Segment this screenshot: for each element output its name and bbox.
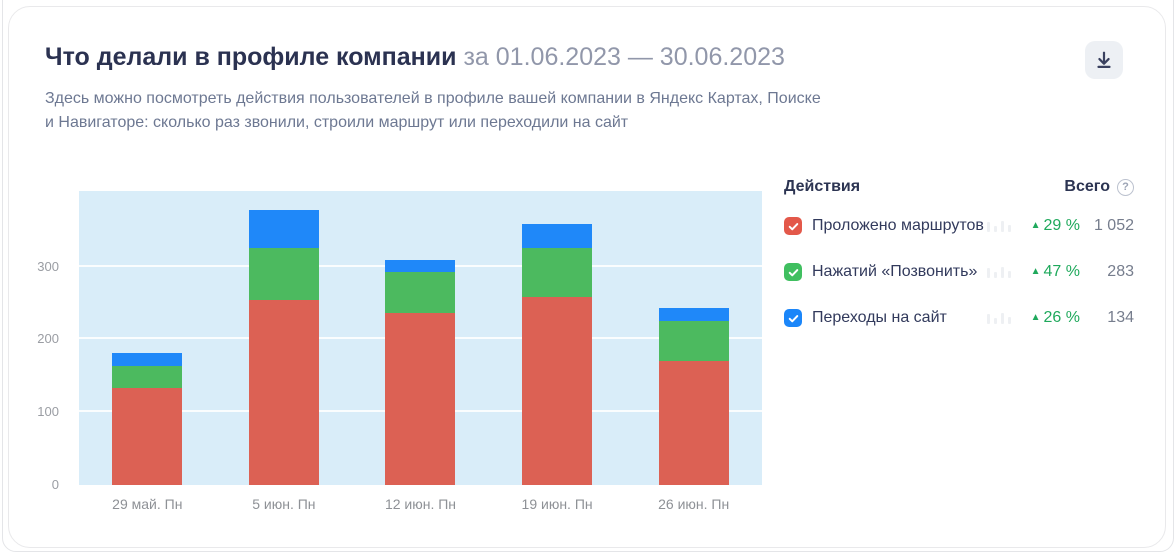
- mini-sparkline: [986, 266, 1011, 278]
- stacked-bar-2[interactable]: [248, 209, 319, 485]
- y-tick-label-0: 0: [51, 477, 59, 492]
- sparkline-bar: [1000, 312, 1004, 324]
- sparkline-bar: [986, 221, 990, 232]
- legend-label: Проложено маршрутов: [812, 217, 984, 234]
- checkmark-icon: [788, 314, 798, 322]
- legend-row-2[interactable]: Нажатий «Позвонить» ▲ 47 % 283: [784, 262, 1134, 282]
- bar-segment: [522, 247, 593, 298]
- subtitle-line-1: Здесь можно посмотреть действия пользова…: [45, 90, 821, 107]
- bar-segment: [248, 247, 319, 301]
- bar-segment: [658, 320, 729, 361]
- mini-sparkline: [986, 220, 1011, 232]
- download-button[interactable]: [1085, 41, 1123, 79]
- stacked-bar-5[interactable]: [658, 308, 729, 485]
- bar-segment: [112, 353, 183, 366]
- bar-column-5: [625, 191, 762, 485]
- bar-segment: [522, 224, 593, 248]
- x-tick-label-1: 29 май. Пн: [112, 496, 183, 512]
- bar-column-2: [216, 191, 353, 485]
- total-value: 1 052: [1093, 217, 1134, 234]
- trend-up-icon: ▲: [1030, 266, 1041, 277]
- sparkline-bar: [1000, 266, 1004, 278]
- total-value: 134: [1107, 309, 1134, 326]
- stacked-bar-1[interactable]: [112, 353, 183, 485]
- x-tick-label-2: 5 июн. Пн: [252, 496, 316, 512]
- company-profile-activity-card: Что делали в профиле компании за 01.06.2…: [8, 6, 1166, 548]
- mini-sparkline: [986, 312, 1011, 324]
- sparkline-bar: [993, 225, 997, 232]
- bar-segment: [112, 365, 183, 389]
- legend-rows: Проложено маршрутов ▲ 29 % 1 052 Нажатий «По…: [784, 216, 1134, 328]
- bar-segment: [522, 297, 593, 485]
- x-tick-label-3: 12 июн. Пн: [384, 496, 457, 512]
- trend-percent: ▲ 29 %: [1030, 217, 1080, 234]
- series-checkbox-1[interactable]: [784, 217, 802, 235]
- chart-plot-area: [79, 191, 762, 485]
- legend-header: Действия Всего ?: [784, 177, 1134, 197]
- download-icon: [1097, 51, 1111, 68]
- sparkline-bar: [1007, 224, 1011, 232]
- checkmark-icon: [788, 222, 798, 230]
- stacked-bar-3[interactable]: [385, 260, 456, 485]
- bar-segment: [112, 388, 183, 485]
- y-axis: 0 100 200 300: [19, 191, 69, 492]
- bar-segment: [658, 360, 729, 485]
- sparkline-bar: [986, 267, 990, 278]
- legend-row-1[interactable]: Проложено маршрутов ▲ 29 % 1 052: [784, 216, 1134, 236]
- trend-up-icon: ▲: [1030, 312, 1041, 323]
- bar-segment: [248, 300, 319, 485]
- legend: Действия Всего ? Проложено маршрутов ▲ 29 …: [784, 177, 1134, 354]
- subtitle-line-2: и Навигаторе: сколько раз звонили, строи…: [45, 114, 629, 131]
- checkmark-icon: [788, 268, 798, 276]
- x-tick-label-5: 26 июн. Пн: [658, 496, 730, 512]
- bar-segment: [385, 260, 456, 272]
- sparkline-bar: [1000, 220, 1004, 232]
- legend-header-total: Всего: [1064, 178, 1110, 195]
- trend-percent: ▲ 47 %: [1030, 263, 1080, 280]
- series-checkbox-2[interactable]: [784, 263, 802, 281]
- sparkline-bar: [993, 271, 997, 278]
- bars-layer: [79, 191, 762, 485]
- legend-label: Нажатий «Позвонить»: [812, 263, 978, 280]
- legend-header-right: Всего ?: [1064, 178, 1134, 196]
- subtitle: Здесь можно посмотреть действия пользова…: [45, 87, 975, 135]
- page-title: Что делали в профиле компании за 01.06.2…: [45, 41, 785, 73]
- total-value: 283: [1107, 263, 1134, 280]
- y-tick-label-200: 200: [37, 331, 59, 347]
- x-axis: 29 май. Пн 5 июн. Пн 12 июн. Пн 19 июн. Пн 2…: [79, 496, 762, 512]
- bar-segment: [658, 308, 729, 321]
- series-checkbox-3[interactable]: [784, 309, 802, 327]
- x-tick-label-4: 19 июн. Пн: [521, 496, 593, 512]
- bar-segment: [248, 209, 319, 248]
- title-text: Что делали в профиле компании: [45, 43, 457, 71]
- legend-label: Переходы на сайт: [812, 309, 947, 326]
- sparkline-bar: [1007, 270, 1011, 278]
- bar-segment: [385, 271, 456, 314]
- trend-up-icon: ▲: [1030, 220, 1041, 231]
- question-mark-icon[interactable]: ?: [1117, 178, 1134, 196]
- legend-header-actions: Действия: [784, 178, 861, 195]
- trend-percent: ▲ 26 %: [1030, 309, 1080, 326]
- y-tick-label-300: 300: [37, 258, 59, 274]
- bar-column-3: [352, 191, 489, 485]
- stacked-bar-4[interactable]: [522, 224, 593, 485]
- bar-column-4: [489, 191, 626, 485]
- y-tick-label-100: 100: [37, 404, 59, 420]
- bar-column-1: [79, 191, 216, 485]
- sparkline-bar: [1007, 316, 1011, 324]
- legend-row-3[interactable]: Переходы на сайт ▲ 26 % 134: [784, 308, 1134, 328]
- sparkline-bar: [986, 313, 990, 324]
- sparkline-bar: [993, 317, 997, 324]
- title-period: за 01.06.2023 — 30.06.2023: [463, 43, 785, 71]
- bar-segment: [385, 313, 456, 485]
